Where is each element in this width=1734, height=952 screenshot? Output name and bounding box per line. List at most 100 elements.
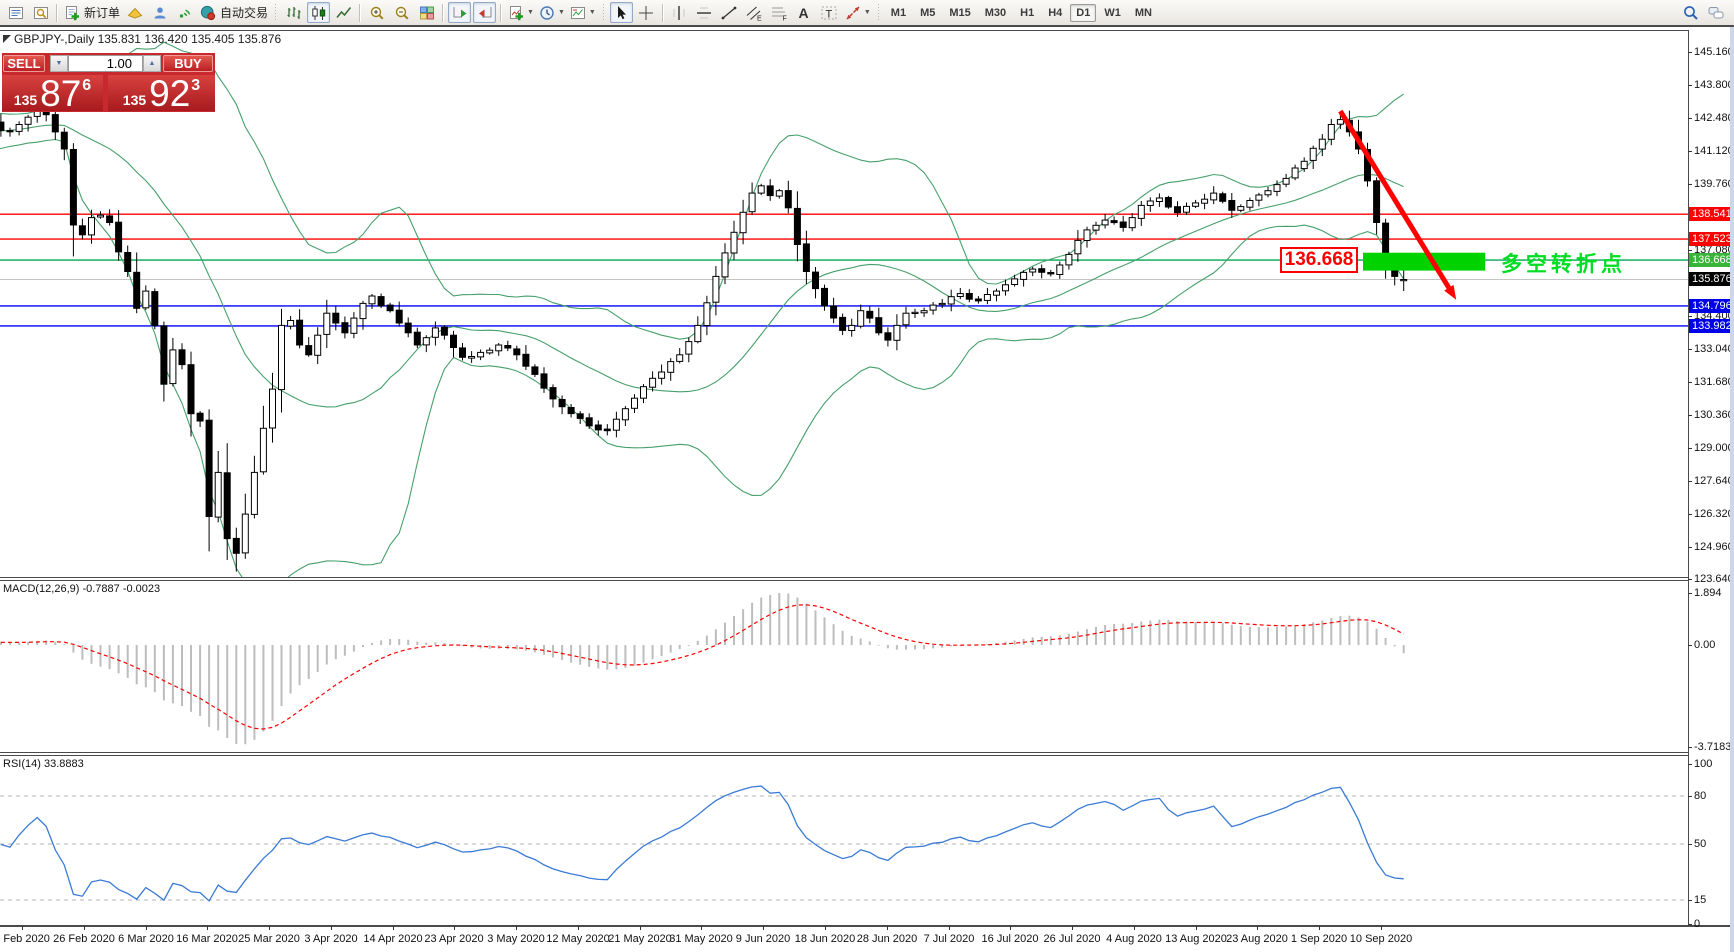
- timeframe-button-h1[interactable]: H1: [1020, 6, 1035, 19]
- timeframe-button-m30[interactable]: M30: [984, 6, 1007, 19]
- date-tick: [825, 926, 826, 930]
- bars-chart-button[interactable]: [282, 2, 305, 23]
- buy-button[interactable]: BUY: [163, 55, 213, 72]
- macd-histogram-bar: [126, 645, 129, 678]
- date-tick: [887, 926, 888, 930]
- macd-tick-label: 0.00: [1694, 639, 1716, 651]
- bear-candle: [793, 207, 801, 245]
- search-button[interactable]: [1679, 2, 1702, 23]
- trend-arrow-line[interactable]: [1338, 109, 1451, 290]
- new-order-button[interactable]: 新订单: [62, 2, 121, 23]
- line-chart-button[interactable]: [332, 2, 355, 23]
- timeframe-button-m1[interactable]: M1: [890, 6, 907, 19]
- bear-candle: [459, 347, 466, 358]
- timeframe-button-h4[interactable]: H4: [1048, 6, 1063, 19]
- arrows-button[interactable]: ▼: [843, 2, 872, 23]
- date-label: 4 Aug 2020: [1106, 933, 1162, 945]
- volume-decrease-button[interactable]: ▼: [50, 55, 68, 72]
- zoom-out-button[interactable]: [390, 2, 413, 23]
- zone-rectangle[interactable]: [1363, 252, 1486, 271]
- macd-histogram-bar: [760, 597, 763, 645]
- text-label-button[interactable]: T: [818, 2, 841, 23]
- zoom-in-button[interactable]: [365, 2, 388, 23]
- macd-histogram-bar: [678, 645, 681, 650]
- sell-price-display[interactable]: 135 87 6: [2, 75, 103, 112]
- chevron-down-icon: ▼: [863, 9, 871, 16]
- metaeditor-button[interactable]: [123, 2, 146, 23]
- volume-increase-button[interactable]: ▲: [143, 55, 161, 72]
- price-tick: [1688, 481, 1692, 482]
- timeframe-button-mn[interactable]: MN: [1134, 6, 1152, 19]
- macd-histogram-bar: [298, 645, 301, 686]
- signals-button[interactable]: [173, 2, 196, 23]
- pane-border: [0, 752, 1688, 753]
- macd-histogram-bar: [307, 645, 310, 679]
- indicators-icon: [510, 5, 524, 20]
- timeframe-button-w1[interactable]: W1: [1104, 6, 1121, 19]
- bull-candle: [640, 386, 647, 399]
- collapse-triangle-icon[interactable]: [3, 35, 11, 43]
- date-label: 26 Feb 2020: [53, 933, 115, 945]
- auto-scroll-button[interactable]: [448, 2, 472, 23]
- macd-histogram-bar: [171, 645, 174, 704]
- market-watch-icon: [8, 6, 23, 19]
- macd-histogram-bar: [696, 640, 699, 645]
- bull-candle: [703, 302, 711, 326]
- toolbar-grip[interactable]: [876, 3, 880, 22]
- fibonacci-button[interactable]: F: [768, 2, 791, 23]
- toolbar-grip[interactable]: [601, 3, 605, 22]
- macd-indicator-pane[interactable]: [0, 580, 1688, 752]
- bull-candle: [1246, 200, 1254, 208]
- trendline-icon: [721, 6, 737, 19]
- bear-candle: [178, 349, 186, 366]
- toolbar-separator: [661, 3, 664, 22]
- community-button[interactable]: [148, 2, 171, 23]
- bull-candle: [1128, 217, 1136, 229]
- toolbar-grip[interactable]: [274, 3, 278, 22]
- volume-input[interactable]: [68, 55, 143, 72]
- tile-windows-button[interactable]: [415, 2, 438, 23]
- price-chart-pane[interactable]: [0, 27, 1688, 577]
- sell-button[interactable]: SELL: [3, 55, 45, 72]
- bear-candle: [296, 319, 304, 346]
- timeframe-button-d1[interactable]: D1: [1070, 3, 1097, 22]
- text-annotation[interactable]: 多空转折点: [1501, 253, 1626, 276]
- timeframe-button-m5[interactable]: M5: [920, 6, 936, 19]
- date-label: 10 Sep 2020: [1349, 933, 1413, 945]
- date-tick: [1319, 926, 1320, 930]
- vertical-line-button[interactable]: [668, 2, 691, 23]
- autotrading-button[interactable]: 自动交易: [198, 2, 269, 23]
- price-tick-label: 133.040: [1694, 343, 1734, 355]
- crosshair-button[interactable]: [635, 2, 658, 23]
- timeframe-button-m15[interactable]: M15: [949, 6, 971, 19]
- chart-shift-button[interactable]: [473, 2, 497, 23]
- buy-price-display[interactable]: 135 92 3: [108, 75, 215, 112]
- cursor-button[interactable]: [609, 2, 633, 23]
- macd-histogram-bar: [1276, 626, 1278, 645]
- bull-candle: [631, 397, 638, 409]
- periods-button[interactable]: ▼: [537, 2, 566, 23]
- bull-candle: [422, 337, 430, 346]
- indicators-button[interactable]: ▼: [506, 2, 535, 23]
- price-tick-label: 142.480: [1694, 112, 1734, 124]
- bear-candle: [1047, 272, 1055, 275]
- price-annotation-label[interactable]: 136.668: [1280, 247, 1358, 273]
- macd-histogram-bar: [1212, 622, 1215, 645]
- rsi-indicator-pane[interactable]: [0, 755, 1688, 925]
- rsi-tick: [1688, 924, 1692, 925]
- macd-histogram-bar: [895, 645, 898, 650]
- candlestick-chart-button[interactable]: [307, 2, 331, 23]
- bear-candle: [232, 537, 240, 554]
- one-click-trading-panel: SELL ▼ ▲ BUY 135 87 6 135 92 3: [2, 53, 215, 112]
- trendline-button[interactable]: [718, 2, 741, 23]
- equidistant-channel-button[interactable]: E: [743, 2, 766, 23]
- macd-histogram-bar: [99, 645, 102, 667]
- macd-histogram-bar: [181, 645, 183, 707]
- market-watch-button[interactable]: [4, 2, 27, 23]
- bull-candle: [993, 290, 1000, 296]
- text-button[interactable]: A: [793, 2, 816, 23]
- templates-button[interactable]: ▼: [568, 2, 597, 23]
- horizontal-line-button[interactable]: [693, 2, 716, 23]
- data-window-button[interactable]: [29, 2, 52, 23]
- chat-button[interactable]: [1704, 2, 1727, 23]
